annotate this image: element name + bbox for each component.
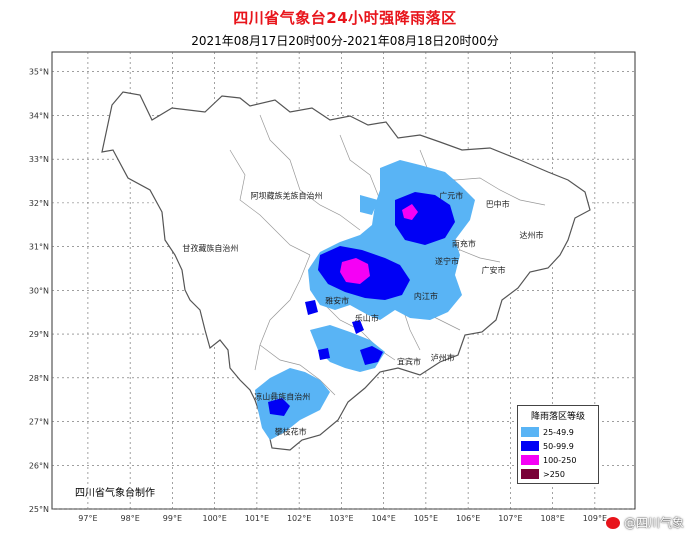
rainfall-areas [255,160,475,440]
lat-tick-label: 27°N [29,418,49,427]
region-label: 雅安市 [325,295,349,305]
lat-tick-label: 33°N [29,155,49,164]
region-label: 南充市 [452,239,476,249]
lat-tick-label: 30°N [29,286,49,295]
lon-tick-label: 102°E [287,514,311,523]
rain-area-50 [352,320,364,334]
lon-tick-label: 106°E [456,514,480,523]
legend-item: >250 [518,467,598,481]
legend-item: 50-99.9 [518,439,598,453]
region-label: 阿坝藏族羌族自治州 [250,191,322,201]
legend-swatch [521,427,539,437]
lat-tick-label: 28°N [29,374,49,383]
watermark-text: @四川气象 [623,516,684,530]
weibo-icon [604,515,621,530]
lon-tick-label: 101°E [245,514,269,523]
legend-item: 25-49.9 [518,425,598,439]
watermark: @四川气象 [604,514,684,531]
region-label: 攀枝花市 [275,427,307,437]
region-label: 乐山市 [355,313,379,323]
map-title: 四川省气象台24小时强降雨落区 [233,9,457,27]
longitude-ticks: 97°E 98°E 99°E 100°E 101°E 102°E 103°E 104°E 105… [78,514,607,523]
region-label: 达州市 [519,230,543,240]
lon-tick-label: 97°E [78,514,97,523]
region-label: 宜宾市 [397,357,421,367]
rain-area-100 [402,204,418,220]
lat-tick-label: 32°N [29,199,49,208]
lon-tick-label: 108°E [540,514,564,523]
lon-tick-label: 105°E [414,514,438,523]
legend-label: 25-49.9 [543,427,574,437]
legend-item: 100-250 [518,453,598,467]
region-label: 凉山彝族自治州 [254,392,310,402]
legend: 降雨落区等级 25-49.9 50-99.9 100-250 >250 [517,405,599,484]
lat-tick-label: 29°N [29,330,49,339]
rain-area-50 [268,398,290,416]
lat-tick-label: 35°N [29,68,49,77]
region-label: 遂宁市 [435,256,459,266]
rain-area-25 [255,368,330,440]
legend-swatch [521,469,539,479]
rain-area-50 [318,348,330,360]
region-label: 甘孜藏族自治州 [182,243,238,253]
rain-area-50 [305,300,318,315]
legend-title: 降雨落区等级 [530,412,585,422]
lat-tick-label: 34°N [29,111,49,120]
lon-tick-label: 100°E [202,514,226,523]
lon-tick-label: 104°E [371,514,395,523]
lon-tick-label: 99°E [163,514,182,523]
legend-label: >250 [543,469,565,479]
lon-tick-label: 98°E [121,514,140,523]
region-label: 广安市 [481,265,505,275]
rain-area-50 [360,346,383,365]
region-label: 广元市 [439,191,463,201]
lat-tick-label: 25°N [29,505,49,514]
region-label: 内江市 [414,291,438,301]
legend-label: 50-99.9 [543,441,574,451]
legend-swatch [521,455,539,465]
lat-tick-label: 31°N [29,243,49,252]
legend-label: 100-250 [543,455,577,465]
maker-credit: 四川省气象台制作 [75,488,155,499]
rain-area-25 [360,195,378,215]
lon-tick-label: 107°E [498,514,522,523]
map-subtitle: 2021年08月17日20时00分-2021年08月18日20时00分 [191,34,499,48]
legend-swatch [521,441,539,451]
rain-area-100 [340,258,370,284]
lat-tick-label: 26°N [29,461,49,470]
lon-tick-label: 103°E [329,514,353,523]
latitude-ticks: 35°N 34°N 33°N 32°N 31°N 30°N 29°N 28°N 27°N 26°N… [29,68,49,514]
region-label: 泸州市 [431,352,455,362]
region-label: 巴中市 [486,199,510,209]
lon-tick-label: 109°E [583,514,607,523]
